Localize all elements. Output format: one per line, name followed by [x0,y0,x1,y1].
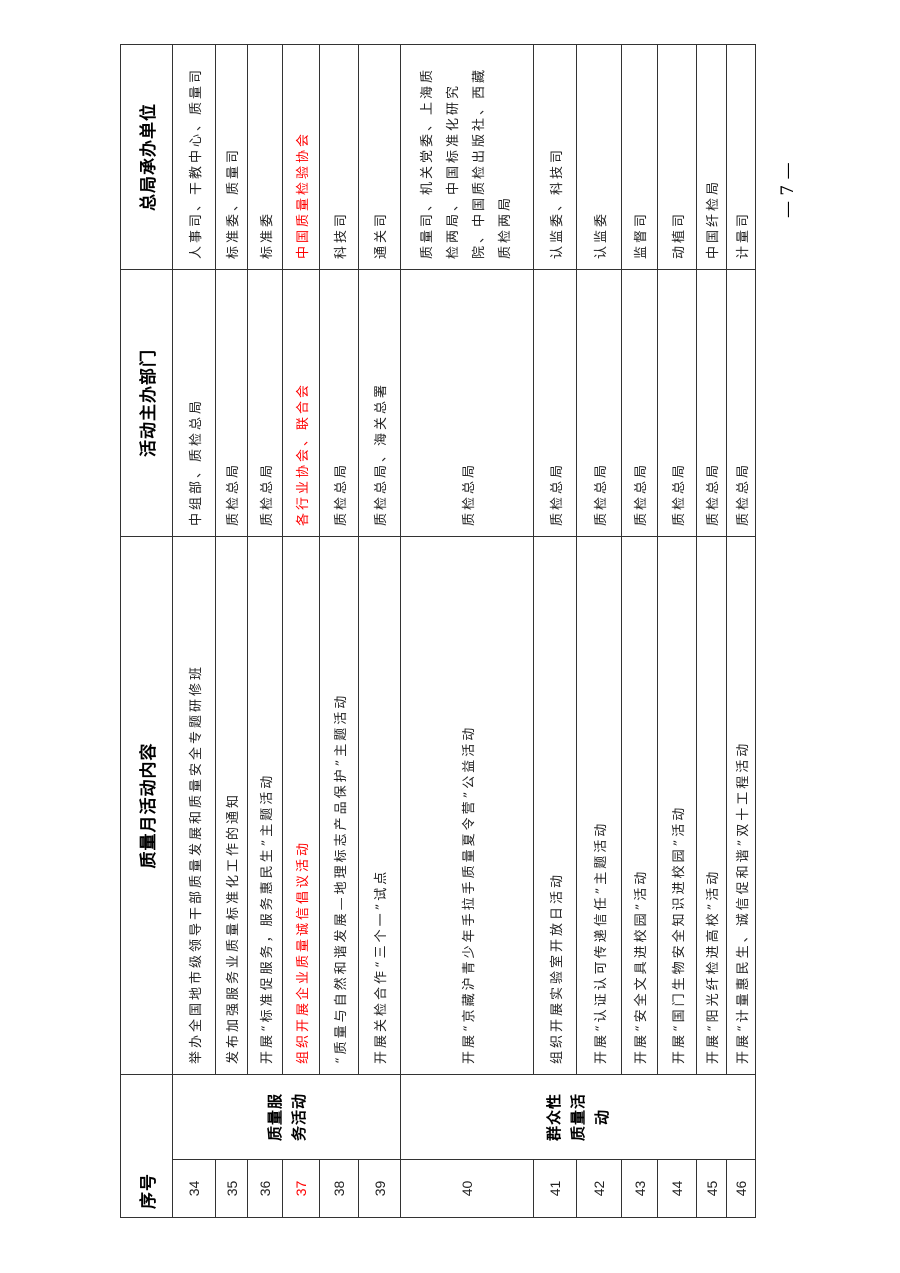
table-row: 35 发布加强服务业质量标准化工作的通知 质检总局 标准委、质量司 [215,44,248,1218]
row-number: 42 [576,1159,622,1218]
row-number: 43 [621,1159,658,1218]
activity-content: 组织开展实验室开放日活动 [533,536,577,1075]
activity-undertaker: 通关司 [358,44,401,270]
activity-content: 开展“标准促服务，服务惠民生”主题活动 [247,536,283,1075]
activity-undertaker: 标准委、质量司 [215,44,248,270]
table-row: 40 群众性质量活动 开展“京藏沪青少年手拉手质量夏令营”公益活动 质检总局 质量司、机… [400,44,756,1218]
table-row: 38 “质量与自然和谐发展—地理标志产品保护”主题活动 质检总局 科技司 [319,44,359,1218]
quality-month-activities-table: 序号 质量月活动内容 活动主办部门 总局承办单位 34 质量服务活动 举办全国地市级… [120,44,756,1218]
table-row: 39 开展关检合作“三个一”试点 质检总局、海关总署 通关司 [358,44,401,1218]
table-row: 43 开展“安全文具进校园”活动 质检总局 监督司 [621,44,658,1218]
table-row: 42 开展“认证认可传递信任”主题活动 质检总局 认监委 [576,44,622,1218]
row-number: 45 [696,1159,727,1218]
activity-organizer: 中组部、质检总局 [172,269,216,537]
activity-content: 开展“认证认可传递信任”主题活动 [576,536,622,1075]
activity-content: 举办全国地市级领导干部质量发展和质量安全专题研修班 [172,536,216,1075]
activity-organizer: 质检总局 [696,269,727,537]
table-row: 45 开展“阳光纤检进高校”活动 质检总局 中国纤检局 [696,44,727,1218]
row-number: 35 [215,1159,248,1218]
header-seq: 序号 [120,1074,173,1218]
activity-undertaker: 计量司 [726,44,756,270]
category-cell: 质量服务活动 [172,1074,401,1160]
table-row: 44 开展“国门生物安全知识进校园”活动 质检总局 动植司 [657,44,697,1218]
activity-undertaker: 认监委、科技司 [533,44,577,270]
page-number: — 7 — [770,162,810,218]
activity-organizer: 质检总局 [400,269,534,537]
activity-content: 开展“国门生物安全知识进校园”活动 [657,536,697,1075]
row-number: 39 [358,1159,401,1218]
activity-undertaker: 中国纤检局 [696,44,727,270]
activity-content: 开展“安全文具进校园”活动 [621,536,658,1075]
activity-content: 开展“阳光纤检进高校”活动 [696,536,727,1075]
activity-undertaker: 科技司 [319,44,359,270]
table-row: 36 开展“标准促服务，服务惠民生”主题活动 质检总局 标准委 [247,44,283,1218]
row-number: 40 [400,1159,534,1218]
activity-content: 组织开展企业质量诚信倡议活动 [282,536,320,1075]
activity-undertaker: 监督司 [621,44,658,270]
header-content: 质量月活动内容 [120,536,173,1075]
row-number: 44 [657,1159,697,1218]
activity-undertaker: 人事司、干教中心、质量司 [172,44,216,270]
row-number: 37 [282,1159,320,1218]
row-number: 34 [172,1159,216,1218]
table-row: 34 质量服务活动 举办全国地市级领导干部质量发展和质量安全专题研修班 中组部、质检总… [172,44,401,1218]
activity-organizer: 质检总局 [621,269,658,537]
category-cell: 群众性质量活动 [400,1074,756,1160]
table-row: 41 组织开展实验室开放日活动 质检总局 认监委、科技司 [533,44,577,1218]
header-undertaker: 总局承办单位 [120,44,173,270]
activity-content: 开展关检合作“三个一”试点 [358,536,401,1075]
row-number: 38 [319,1159,359,1218]
activity-undertaker: 标准委 [247,44,283,270]
activity-content: “质量与自然和谐发展—地理标志产品保护”主题活动 [319,536,359,1075]
rotated-table-wrapper: 序号 质量月活动内容 活动主办部门 总局承办单位 34 质量服务活动 举办全国地市级… [120,44,756,1218]
activity-content: 开展“计量惠民生、诚信促和谐”双十工程活动 [726,536,756,1075]
activity-organizer: 质检总局 [726,269,756,537]
row-number: 36 [247,1159,283,1218]
activity-organizer: 质检总局、海关总署 [358,269,401,537]
activity-organizer: 质检总局 [533,269,577,537]
table-row: 46 开展“计量惠民生、诚信促和谐”双十工程活动 质检总局 计量司 [726,44,756,1218]
activity-organizer: 各行业协会、联合会 [282,269,320,537]
row-number: 46 [726,1159,756,1218]
activity-organizer: 质检总局 [215,269,248,537]
header-row: 序号 质量月活动内容 活动主办部门 总局承办单位 [120,44,173,1218]
activity-undertaker: 中国质量检验协会 [282,44,320,270]
activity-undertaker: 质量司、机关党委、上海质检两局、中国标准化研究院、中国质检出版社、西藏质检两局 [400,44,534,270]
header-organizer: 活动主办部门 [120,269,173,537]
activity-organizer: 质检总局 [247,269,283,537]
table-row: 37 组织开展企业质量诚信倡议活动 各行业协会、联合会 中国质量检验协会 [282,44,320,1218]
activity-undertaker: 动植司 [657,44,697,270]
activity-organizer: 质检总局 [576,269,622,537]
row-number: 41 [533,1159,577,1218]
activity-undertaker: 认监委 [576,44,622,270]
page-number-text: — 7 — [778,162,798,218]
activity-organizer: 质检总局 [657,269,697,537]
activity-content: 发布加强服务业质量标准化工作的通知 [215,536,248,1075]
activity-organizer: 质检总局 [319,269,359,537]
activity-content: 开展“京藏沪青少年手拉手质量夏令营”公益活动 [400,536,534,1075]
